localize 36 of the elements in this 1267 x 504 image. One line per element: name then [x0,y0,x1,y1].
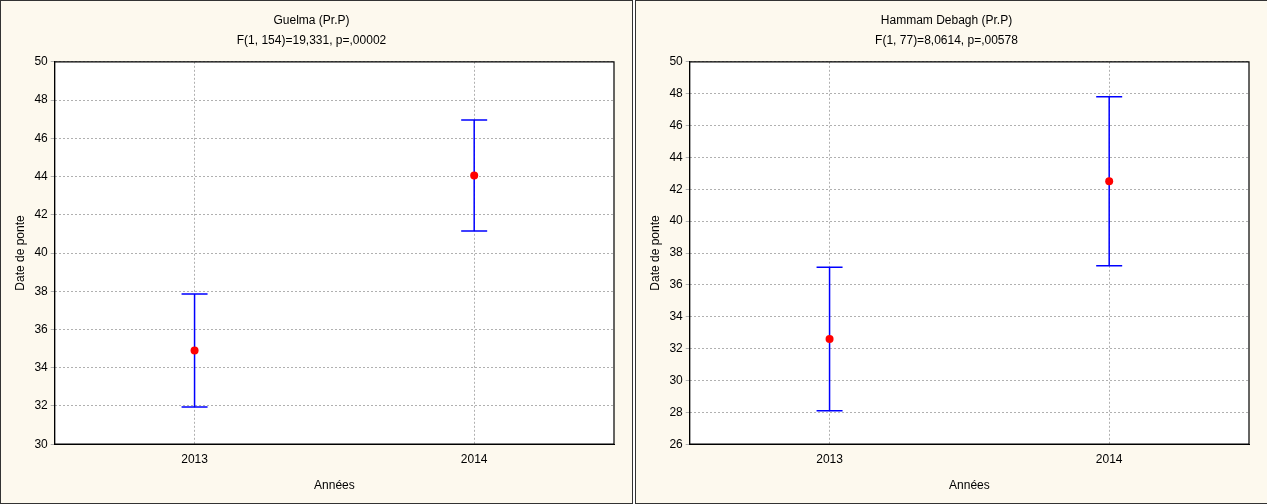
x-axis-title: Années [314,478,355,493]
y-tick-label: 46 [34,130,49,145]
y-tick-label: 38 [34,283,49,298]
y-tick-label: 26 [669,436,684,451]
chart-subtitle: F(1, 154)=19,331, p=,00002 [236,32,387,47]
y-tick-label: 30 [34,436,49,451]
y-tick-label: 42 [669,181,684,196]
x-tick-label: 2014 [460,451,488,466]
x-tick-label: 2013 [181,451,209,466]
y-axis-title: Date de ponte [647,214,662,291]
y-tick-label: 42 [34,207,49,222]
y-tick-label: 32 [34,398,49,413]
y-axis-title: Date de ponte [12,214,27,291]
x-axis-title: Années [949,478,990,493]
chart-subtitle: F(1, 77)=8,0614, p=,00578 [875,32,1019,47]
y-tick-label: 50 [34,54,49,69]
y-tick-label: 48 [669,85,684,100]
y-tick-label: 50 [669,54,684,69]
y-tick-label: 36 [34,321,49,336]
y-tick-label: 46 [669,117,684,132]
y-tick-label: 32 [669,340,684,355]
y-tick-label: 34 [34,360,49,375]
y-tick-label: 34 [669,309,684,324]
x-tick-label: 2013 [816,451,844,466]
y-tick-label: 48 [34,92,49,107]
y-tick-label: 28 [669,404,684,419]
chart-title: Guelma (Pr.P) [273,12,350,27]
y-tick-label: 38 [669,245,684,260]
y-tick-label: 44 [34,168,49,183]
chart-title: Hammam Debagh (Pr.P) [880,12,1013,27]
y-tick-label: 40 [669,213,684,228]
y-tick-label: 40 [34,245,49,260]
y-tick-label: 44 [669,149,684,164]
y-tick-label: 30 [669,372,684,387]
x-tick-label: 2014 [1095,451,1123,466]
y-tick-label: 36 [669,277,684,292]
